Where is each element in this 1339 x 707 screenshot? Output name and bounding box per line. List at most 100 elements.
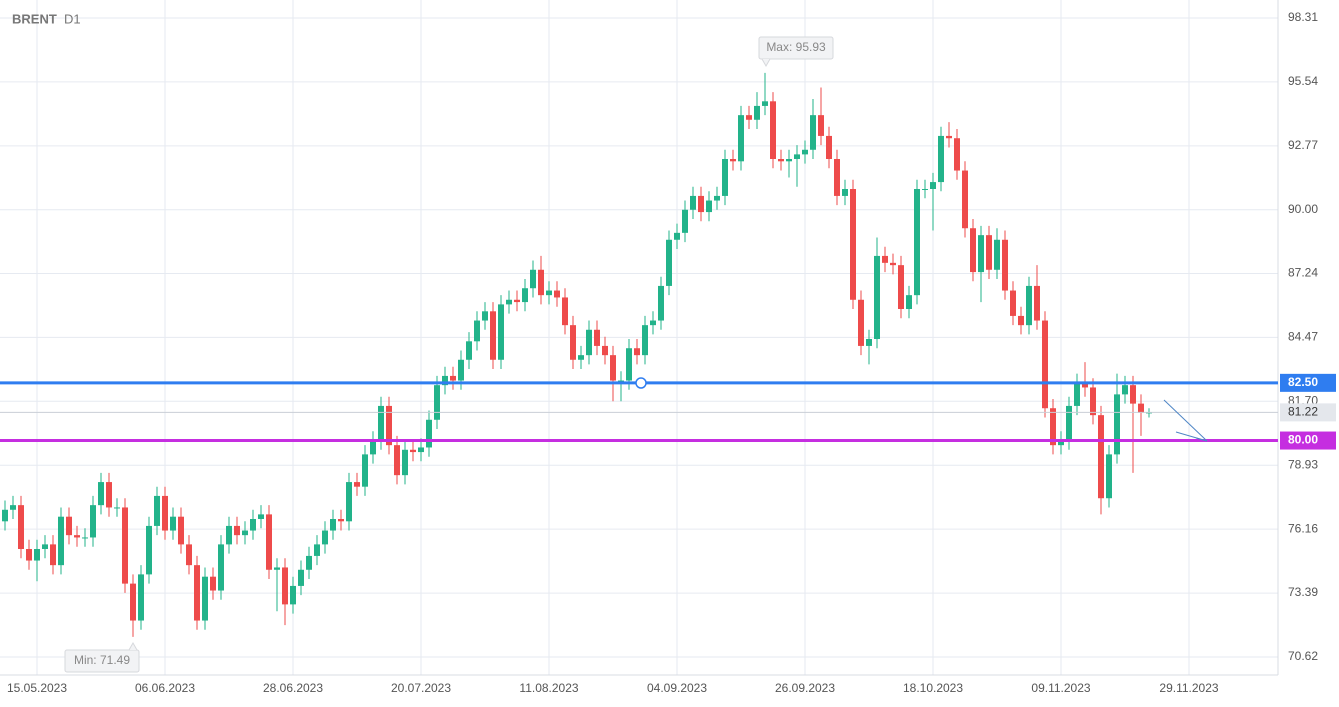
x-tick-label: 06.06.2023 <box>135 681 195 695</box>
candle-body <box>682 209 688 233</box>
x-tick-label: 09.11.2023 <box>1031 681 1090 695</box>
candle-body <box>1074 382 1080 406</box>
candle-body <box>570 325 576 360</box>
candle-body <box>890 262 896 266</box>
candle-body <box>226 525 232 545</box>
candle-body <box>58 516 64 566</box>
candle-body <box>1026 285 1032 326</box>
x-tick-label: 15.05.2023 <box>7 681 67 695</box>
candle-body <box>130 583 136 621</box>
candle-body <box>778 159 784 162</box>
min-label: Min: 71.49 <box>74 653 130 667</box>
candle-body <box>482 311 488 321</box>
candle-body <box>514 299 520 303</box>
candle-body <box>594 329 600 346</box>
candle-body <box>186 544 192 566</box>
candle-body <box>290 585 296 605</box>
candle-body <box>90 505 96 538</box>
candle-body <box>202 576 208 621</box>
anchor-point <box>635 377 647 389</box>
candle-body <box>498 304 504 360</box>
candle-body <box>362 454 368 487</box>
candle-body <box>50 544 56 566</box>
y-tick-label: 70.62 <box>1288 649 1318 663</box>
candle-body <box>266 514 272 570</box>
candle-body <box>346 482 352 522</box>
candle-body <box>218 544 224 591</box>
candle-body <box>1106 454 1112 499</box>
candle-body <box>2 509 8 522</box>
candle-body <box>210 576 216 591</box>
candle-body <box>1058 440 1064 446</box>
candle-body <box>650 320 656 326</box>
y-tick-label: 92.77 <box>1288 138 1318 152</box>
candle-body <box>666 239 672 286</box>
candle-body <box>986 235 992 270</box>
candle-body <box>74 535 80 538</box>
candle-body <box>834 159 840 196</box>
candle-body <box>1050 408 1056 446</box>
candle-body <box>10 505 16 510</box>
level-label: 80.00 <box>1288 433 1318 447</box>
candle-body <box>1130 385 1136 404</box>
max-label: Max: 95.93 <box>766 40 826 54</box>
candle-body <box>722 159 728 196</box>
candle-body <box>378 405 384 441</box>
candle-body <box>898 265 904 309</box>
candle-body <box>394 445 400 476</box>
candle-body <box>466 341 472 360</box>
candle-body <box>770 101 776 159</box>
candle-body <box>314 544 320 556</box>
candle-body <box>906 295 912 309</box>
last-price-box <box>1280 403 1336 422</box>
candle-body <box>858 299 864 346</box>
y-tick-label: 87.24 <box>1288 266 1318 280</box>
x-tick-label: 28.06.2023 <box>263 681 323 695</box>
candle-body <box>714 195 720 201</box>
candle-body <box>602 345 608 356</box>
last-price-label: 81.22 <box>1288 405 1318 419</box>
candle-body <box>178 516 184 545</box>
candle-body <box>282 567 288 605</box>
candle-body <box>842 189 848 196</box>
candle-body <box>418 447 424 453</box>
candle-body <box>26 549 32 561</box>
candle-body <box>578 355 584 360</box>
candle-body <box>634 348 640 356</box>
candle-body <box>802 149 808 155</box>
candle-body <box>922 189 928 190</box>
candle-body <box>874 255 880 339</box>
min-annotation: Min: 71.49 <box>64 641 140 673</box>
candle-body <box>1042 320 1048 409</box>
chart-title: BRENT <box>12 11 57 26</box>
candle-body <box>754 105 760 120</box>
candle-body <box>586 329 592 356</box>
candle-body <box>530 269 536 289</box>
candle-body <box>338 519 344 522</box>
candle-body <box>562 297 568 326</box>
candle-body <box>882 255 888 263</box>
candle-body <box>1114 394 1120 455</box>
candle-body <box>106 482 112 508</box>
level-box <box>1280 373 1336 392</box>
candle-body <box>330 519 336 531</box>
candle-body <box>370 440 376 455</box>
drawn-arrows <box>1163 399 1208 442</box>
candle-body <box>298 569 304 586</box>
candle-body <box>258 514 264 519</box>
candle-body <box>490 311 496 360</box>
candle-body <box>162 495 168 531</box>
level-box <box>1280 431 1336 450</box>
candle-body <box>658 285 664 321</box>
x-tick-label: 04.09.2023 <box>647 681 707 695</box>
candle-body <box>82 537 88 539</box>
grid: 98.3195.5492.7790.0087.2484.4781.7078.93… <box>0 0 1318 695</box>
candle-body <box>18 505 24 549</box>
y-tick-label: 73.39 <box>1288 585 1318 599</box>
candle-body <box>626 348 632 381</box>
candle-body <box>914 189 920 296</box>
candle-body <box>546 290 552 296</box>
candle-body <box>738 115 744 162</box>
candle-body <box>506 299 512 305</box>
candle-body <box>954 138 960 171</box>
